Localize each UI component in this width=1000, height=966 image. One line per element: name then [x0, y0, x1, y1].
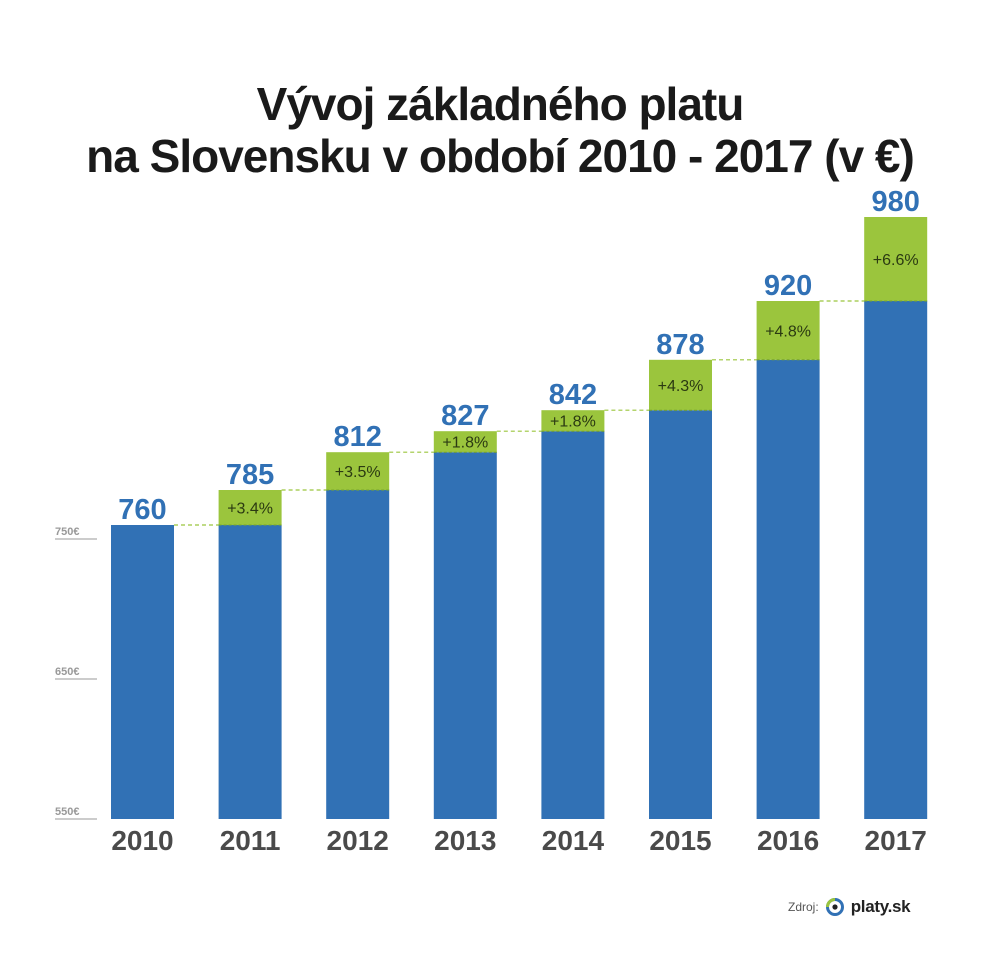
bar-increase [864, 217, 928, 301]
change-label: +3.4% [227, 501, 273, 518]
bar-increase [326, 452, 390, 490]
value-label: 878 [656, 329, 704, 361]
change-label: +1.8% [442, 435, 488, 452]
value-label: 920 [764, 270, 812, 302]
bar [433, 452, 497, 819]
x-tick-label: 2015 [649, 825, 711, 856]
x-tick-label: 2017 [865, 825, 927, 856]
value-label: 842 [549, 379, 597, 411]
change-label: +4.3% [658, 378, 704, 395]
x-tick-label: 2014 [542, 825, 605, 856]
value-label: 812 [334, 421, 382, 453]
bar [649, 410, 712, 819]
change-label: +1.8% [550, 414, 596, 431]
y-tick-label: 650€ [55, 666, 79, 678]
x-tick-label: 2016 [757, 825, 819, 856]
bar [326, 490, 390, 819]
bar [756, 359, 820, 819]
x-tick-label: 2011 [220, 825, 281, 856]
platy-logo-text: platy.sk [850, 897, 911, 916]
value-label: 980 [872, 186, 920, 218]
bar-increase [433, 431, 497, 453]
change-label: +4.8% [765, 323, 811, 340]
value-label: 827 [441, 400, 489, 432]
bar [111, 525, 174, 819]
change-label: +6.6% [873, 252, 919, 269]
bar [541, 431, 605, 819]
change-label: +3.5% [335, 464, 381, 481]
source-label: Zdroj: [788, 900, 819, 914]
y-tick-label: 550€ [55, 806, 79, 818]
chart-title-line-1: Vývoj základného platu [256, 78, 745, 130]
y-tick-label: 750€ [55, 526, 79, 538]
x-tick-label: 2010 [111, 825, 173, 856]
x-tick-label: 2013 [434, 825, 496, 856]
x-tick-label: 2012 [327, 825, 389, 856]
bar [218, 525, 282, 819]
bar [864, 301, 928, 819]
value-label: 760 [118, 494, 166, 526]
chart-title-line-2: na Slovensku v období 2010 - 2017 (v €) [86, 130, 915, 182]
source-credit: Zdroj: platy.sk [788, 895, 911, 919]
bar-increase [649, 359, 712, 411]
platy-logo-icon [825, 897, 845, 917]
bar-increase [218, 490, 282, 525]
value-label: 785 [226, 459, 274, 491]
bar-increase [541, 410, 605, 432]
bar-increase [756, 301, 820, 360]
